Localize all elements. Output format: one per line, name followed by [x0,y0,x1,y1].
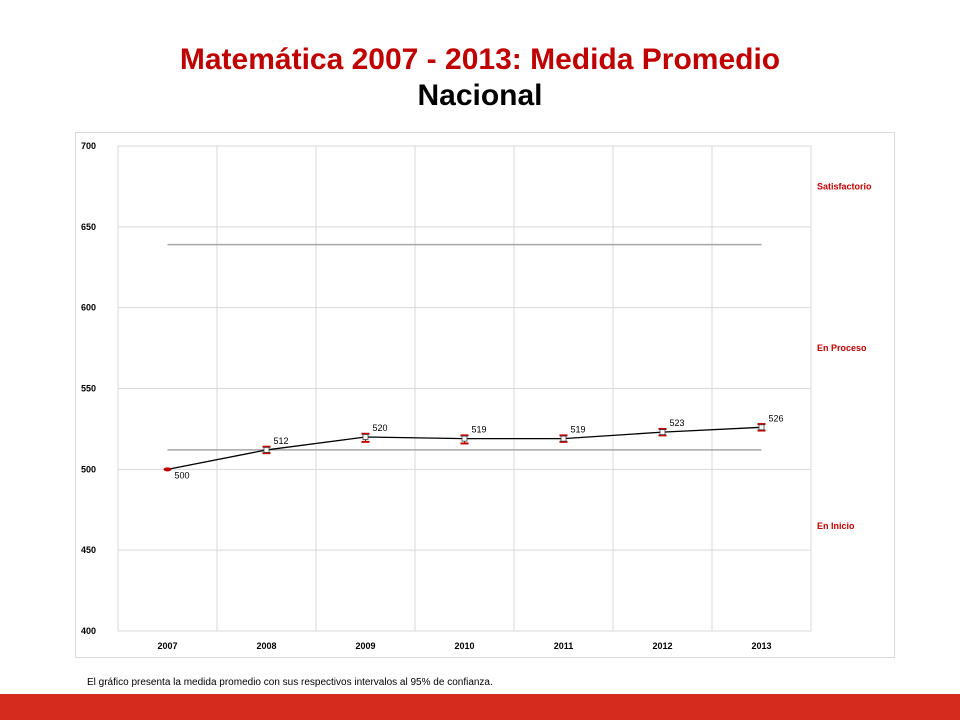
data-label: 520 [373,423,388,433]
data-point [263,447,270,453]
data-point [461,435,468,442]
zone-label: Satisfactorio [817,181,872,191]
x-tick-label: 2008 [256,641,276,651]
zone-label: En Proceso [817,343,867,353]
footnote: El gráfico presenta la medida promedio c… [87,677,493,688]
x-tick-label: 2009 [355,641,375,651]
x-tick-label: 2012 [652,641,672,651]
footer-bar [0,694,960,720]
zone-label: En Inicio [817,521,855,531]
x-tick-label: 2011 [554,641,574,651]
line-chart: 400 450 500 550 600 650 700 2007 2008 2009 2010 201… [81,141,872,651]
y-tick-label: 500 [81,464,96,474]
data-point [659,429,666,436]
x-tick-label: 2007 [157,641,177,651]
data-label: 523 [670,418,685,428]
y-tick-label: 450 [81,545,96,555]
data-point [163,467,172,472]
y-tick-label: 400 [81,626,96,636]
data-label: 519 [472,425,487,435]
data-point [758,424,765,431]
title-line-2: Nacional [417,79,543,112]
series-line [167,426,762,470]
data-label: 519 [571,425,586,435]
y-tick-label: 550 [81,384,96,394]
chart-frame: 400 450 500 550 600 650 700 2007 2008 2009 2010 201… [75,132,895,658]
y-tick-label: 700 [81,141,96,151]
y-tick-label: 600 [81,303,96,313]
data-point [560,435,567,442]
title-line-1: Matemática 2007 - 2013: Medida Promedio [179,43,781,76]
x-tick-label: 2013 [751,641,771,651]
data-label: 526 [769,413,784,423]
y-tick-label: 650 [81,222,96,232]
data-point [362,434,369,440]
chart-title: Matemática 2007 - 2013: Medida Promedio … [0,42,960,114]
data-label: 512 [274,436,289,446]
x-tick-label: 2010 [454,641,474,651]
data-label: 500 [175,470,190,480]
